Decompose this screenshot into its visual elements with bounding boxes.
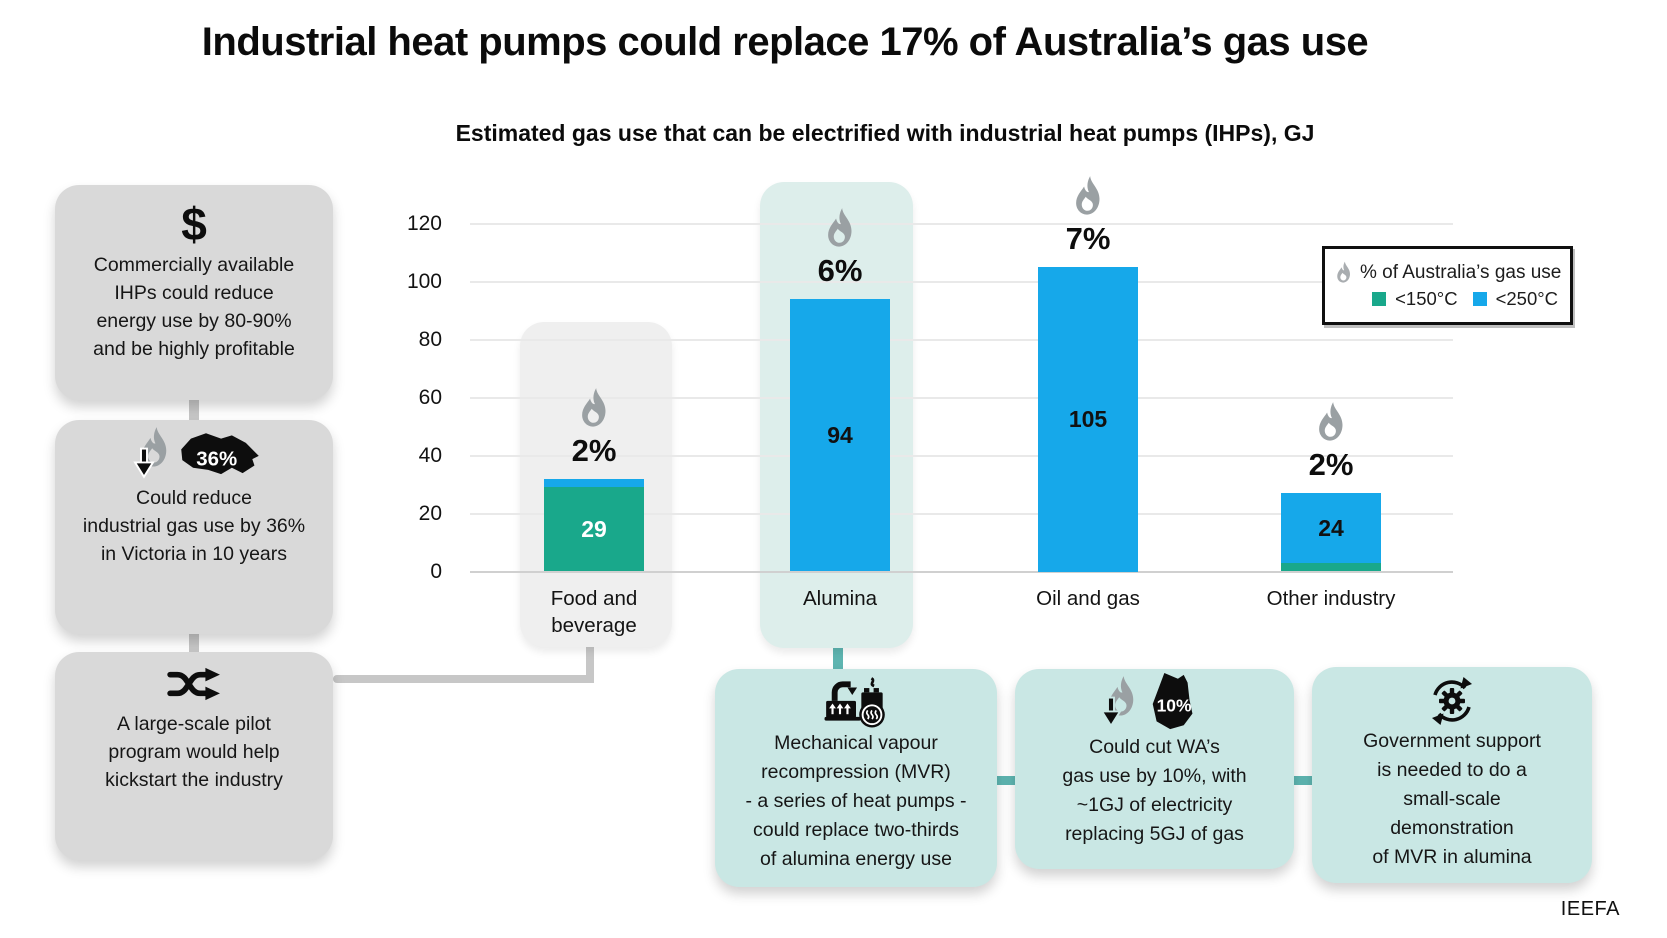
y-tick-label-60: 60: [418, 385, 442, 409]
bar-segment-under250-2: [1038, 267, 1138, 572]
share-label-0: 2%: [571, 432, 617, 468]
bar-value-label-2: 105: [1068, 406, 1108, 433]
legend-series-row: <150°C <250°C: [1333, 288, 1562, 310]
bar-segment-under150-3: [1281, 562, 1381, 572]
y-tick-label-100: 100: [406, 269, 442, 293]
gear-cycle-icon: [1432, 677, 1472, 725]
connector-box1-box2: [189, 399, 199, 423]
wa-map-icon: 10%: [1152, 672, 1192, 730]
legend-title: % of Australia’s gas use: [1360, 262, 1562, 283]
legend-swatch-under250: [1472, 292, 1487, 306]
flow-box-victoria: 36% Could reduce industrial gas use by 3…: [55, 420, 333, 634]
flame-icon: [1076, 176, 1100, 215]
chart-legend: % of Australia’s gas use <150°C <250°C: [1322, 246, 1573, 325]
gridline-0: [470, 570, 1453, 573]
share-label-1: 6%: [817, 252, 863, 288]
flame-reduction-victoria-icon: 36%: [114, 426, 274, 484]
gridline-20: [470, 512, 1453, 515]
gridline-40: [470, 454, 1453, 457]
y-tick-label-120: 120: [406, 211, 442, 235]
y-tick-label-80: 80: [418, 327, 442, 351]
flame-icon: [1319, 402, 1343, 441]
category-label-0: Food and beverage: [550, 587, 638, 637]
flow-box-pilot-text: A large-scale pilot program would help k…: [105, 713, 283, 791]
share-label-2: 7%: [1065, 221, 1111, 256]
arrow-down-icon: [133, 447, 155, 479]
bar-segment-under250-0: [544, 478, 644, 488]
y-tick-label-20: 20: [418, 501, 442, 525]
gridline-80: [470, 338, 1453, 341]
wa-badge: 10%: [1156, 696, 1191, 716]
category-label-2: Oil and gas: [1036, 587, 1140, 610]
flame-icon: [1337, 261, 1350, 283]
flow-box-wa: 10% Could cut WA’s gas use by 10%, with …: [1015, 669, 1294, 869]
legend-flame-row: % of Australia’s gas use: [1333, 261, 1562, 285]
bar-segment-under150-0: [544, 487, 644, 572]
connector-alumina-mvr: [833, 646, 843, 671]
gridline-60: [470, 396, 1453, 399]
bar-value-label-3: 24: [1318, 515, 1344, 541]
victoria-map-icon: 36%: [181, 433, 259, 475]
category-label-3: Other industry: [1266, 587, 1396, 610]
connector-wa-gov: [1291, 776, 1314, 785]
mvr-machine-icon: [824, 677, 885, 728]
flame-icon: [828, 207, 852, 247]
page-title: Industrial heat pumps could replace 17% …: [201, 20, 1369, 64]
flame-icon: [142, 427, 167, 467]
legend-label-under150: <150°C: [1395, 288, 1458, 309]
category-label-1: Alumina: [802, 587, 878, 610]
bar-segment-under250-3: [1281, 493, 1381, 563]
connector-box3-chart-horizontal: [333, 675, 594, 683]
connector-box3-chart-vertical: [586, 647, 594, 683]
flow-box-commercial: $ Commercially available IHPs could redu…: [55, 185, 333, 400]
flow-box-government-text: Government support is needed to do a sma…: [1363, 730, 1541, 868]
connector-mvr-wa: [995, 776, 1017, 785]
flow-box-commercial-text: Commercially available IHPs could reduce…: [93, 254, 295, 360]
dollar-icon: $: [181, 198, 207, 250]
arrow-down-icon: [1099, 696, 1122, 728]
flow-box-pilot: A large-scale pilot program would help k…: [55, 652, 333, 860]
chart-title: Estimated gas use that can be electrifie…: [455, 120, 1315, 146]
share-label-3: 2%: [1308, 447, 1354, 483]
flame-icon: [582, 387, 606, 427]
bar-segment-under250-1: [790, 298, 890, 572]
y-tick-label-0: 0: [430, 559, 442, 583]
flow-box-mvr-text: Mechanical vapour recompression (MVR) - …: [745, 732, 967, 870]
legend-label-under250: <250°C: [1495, 288, 1558, 309]
gridline-100: [470, 280, 1453, 283]
flame-reduction-wa-icon: 10%: [1075, 672, 1235, 733]
flow-box-government: Government support is needed to do a sma…: [1312, 667, 1592, 883]
y-tick-label-40: 40: [418, 443, 442, 467]
flow-box-victoria-text: Could reduce industrial gas use by 36% i…: [82, 487, 306, 565]
flow-box-mvr: Mechanical vapour recompression (MVR) - …: [715, 669, 997, 887]
flame-icon: [1108, 676, 1133, 716]
bar-value-label-1: 94: [827, 422, 853, 449]
gridline-120: [470, 222, 1453, 225]
connector-box2-box3: [189, 632, 199, 654]
shuffle-icon: [167, 667, 220, 701]
victoria-badge: 36%: [196, 448, 237, 471]
source-label: IEEFA: [1560, 898, 1620, 920]
bar-value-label-0: 29: [581, 516, 607, 543]
flow-box-wa-text: Could cut WA’s gas use by 10%, with ~1GJ…: [1062, 736, 1247, 845]
legend-swatch-under150: [1372, 292, 1387, 306]
